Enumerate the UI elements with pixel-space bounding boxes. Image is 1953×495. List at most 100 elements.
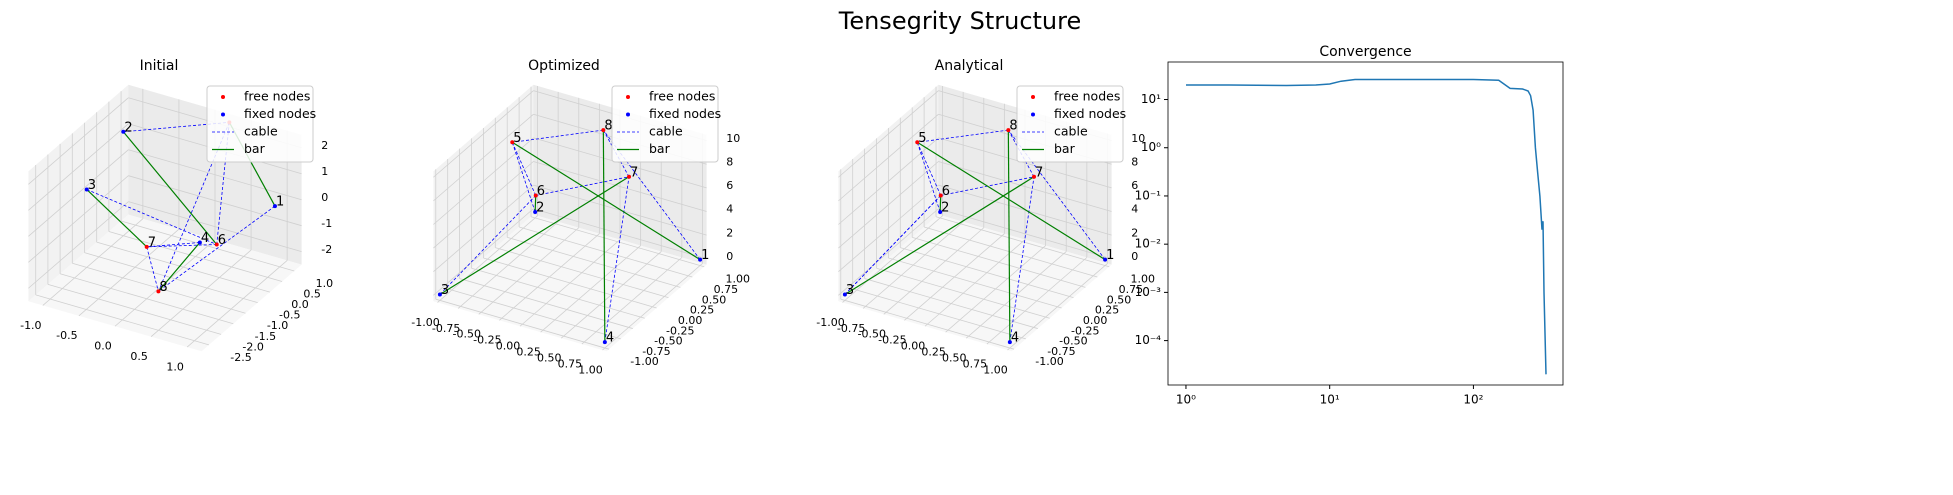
node-label: 6	[942, 184, 950, 199]
node-label: 2	[124, 120, 132, 135]
y-tick-label: 10⁻²	[1135, 237, 1162, 251]
legend-label: fixed nodes	[244, 106, 316, 121]
x-tick-label: 10²	[1463, 393, 1483, 407]
grid-line	[838, 113, 939, 202]
z-tick-label: -2	[321, 243, 332, 256]
legend-label: bar	[244, 141, 266, 156]
x-tick-label: -0.50	[858, 328, 886, 341]
grid-line	[519, 226, 693, 278]
node	[533, 209, 538, 214]
cable	[158, 205, 276, 292]
grid-line	[838, 161, 939, 249]
grid-line	[128, 201, 302, 253]
x-tick-label: 0.00	[901, 340, 926, 353]
cable	[917, 129, 1009, 143]
subplot-title: Optimized	[528, 58, 600, 74]
x-tick-label: 0.0	[94, 340, 112, 353]
x-tick-label: 0.5	[130, 350, 148, 363]
node	[698, 257, 703, 262]
z-tick-label: 8	[726, 155, 733, 168]
node	[938, 209, 943, 214]
grid-line	[28, 149, 129, 237]
y-tick-label: 1.00	[1131, 273, 1156, 286]
node-label: 3	[846, 283, 854, 298]
z-tick-label: 4	[726, 203, 733, 216]
node	[437, 292, 442, 297]
x-tick-label: -0.75	[837, 322, 865, 335]
cable	[604, 176, 630, 343]
bar	[1007, 130, 1011, 343]
node	[156, 289, 161, 294]
node-label: 7	[630, 165, 638, 180]
x-tick-label: 1.00	[983, 363, 1008, 376]
z-tick-label: 6	[726, 179, 733, 192]
cable	[1008, 129, 1106, 260]
node	[272, 204, 277, 209]
node-label: 8	[159, 280, 167, 295]
grid-line	[128, 149, 302, 201]
z-tick-label: 2	[1131, 226, 1138, 239]
node-label: 5	[918, 131, 926, 146]
grid-line	[186, 260, 288, 348]
grid-line	[72, 262, 246, 314]
node	[1007, 340, 1012, 345]
node	[627, 174, 632, 179]
grid-line	[28, 123, 129, 211]
bar	[916, 141, 1106, 261]
x-tick-label: 10¹	[1320, 393, 1340, 407]
legend-label: free nodes	[1054, 89, 1120, 104]
x-tick-label: -0.50	[453, 328, 481, 341]
x-tick-label: 0.00	[496, 340, 521, 353]
x-tick-label: 10⁰	[1176, 393, 1196, 407]
node-label: 6	[218, 233, 226, 248]
node-label: 8	[1009, 119, 1017, 134]
y-tick-label: 0.25	[690, 304, 715, 317]
legend-label: free nodes	[649, 89, 715, 104]
z-tick-label: 0	[1131, 250, 1138, 263]
y-tick-label: 0.75	[1119, 283, 1144, 296]
grid-line	[459, 278, 633, 329]
bar	[602, 130, 606, 343]
legend-label: free nodes	[244, 89, 310, 104]
grid-line	[938, 161, 1112, 212]
y-tick-label: 0.00	[1083, 314, 1108, 327]
x-tick-label: -0.25	[878, 334, 906, 347]
node	[915, 140, 920, 145]
node-label: 1	[701, 248, 709, 263]
node	[602, 340, 607, 345]
grid-line	[120, 220, 295, 272]
grid-line	[78, 228, 180, 317]
legend-label: bar	[1054, 141, 1076, 156]
y-tick-label: -2.0	[242, 340, 263, 353]
node-label: 3	[441, 283, 449, 298]
y-tick-label: -0.50	[1059, 335, 1087, 348]
z-tick-label: 4	[1131, 203, 1138, 216]
plot-area	[1167, 61, 1564, 386]
subplot-title: Analytical	[935, 58, 1004, 74]
cable	[1009, 176, 1035, 343]
y-tick-label: -1.00	[630, 355, 658, 368]
grid-line	[128, 175, 302, 227]
grid-line	[84, 252, 258, 304]
grid-line	[924, 226, 1098, 278]
x-tick-label: -0.75	[432, 322, 460, 335]
y-tick-label: -1.5	[255, 330, 276, 343]
node	[1103, 257, 1108, 262]
legend-label: cable	[1054, 124, 1088, 139]
grid-line	[59, 273, 234, 325]
y-tick-label: 0.00	[678, 314, 703, 327]
node-label: 5	[513, 131, 521, 146]
node	[1032, 174, 1037, 179]
bar	[86, 189, 148, 248]
grid-line	[471, 267, 645, 319]
y-tick-label: 1.0	[316, 277, 334, 290]
cable	[439, 195, 537, 295]
node	[121, 129, 126, 134]
z-tick-label: 2	[321, 139, 328, 152]
subplot-title: Convergence	[1319, 44, 1411, 60]
y-tick-label: 0.5	[303, 288, 321, 301]
grid-line	[28, 175, 129, 263]
grid-line	[28, 201, 129, 289]
x-tick-label: -1.00	[816, 316, 844, 329]
